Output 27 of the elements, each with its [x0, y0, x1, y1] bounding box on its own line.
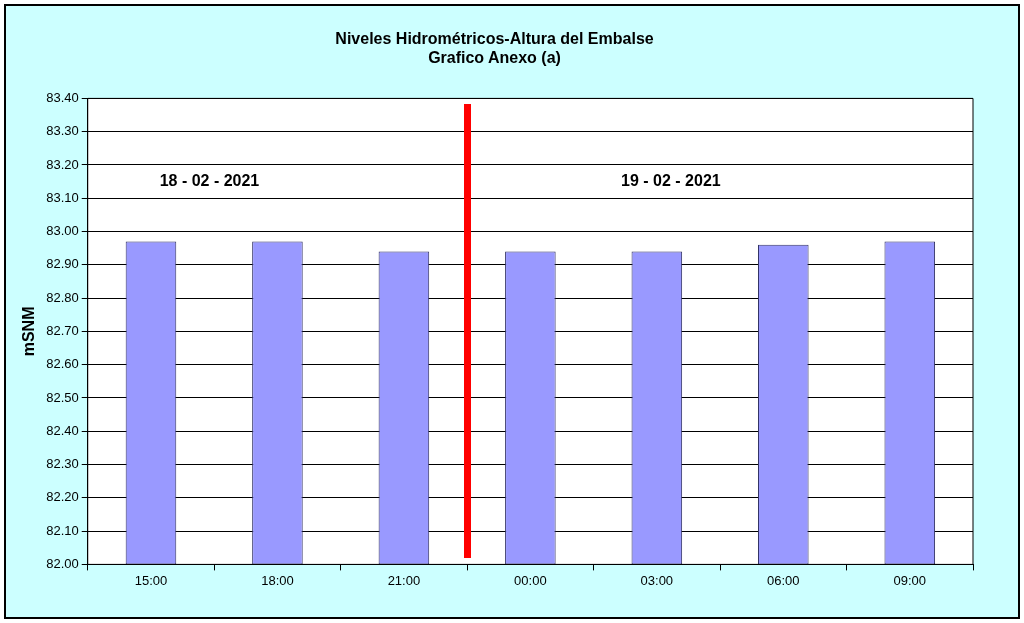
y-tick-label: 83.30	[46, 123, 79, 139]
annotation: 19 - 02 - 2021	[621, 172, 721, 190]
y-tick-label: 82.00	[46, 555, 79, 571]
y-tick-label: 82.50	[46, 389, 79, 405]
y-tick-label: 83.10	[46, 189, 79, 205]
y-tick-label: 82.30	[46, 456, 79, 472]
x-tick-label: 18:00	[261, 572, 294, 588]
y-tick-label: 82.40	[46, 422, 79, 438]
x-tick-label: 00:00	[514, 572, 547, 588]
chart-title: Niveles Hidrométricos-Altura del Embalse	[335, 30, 654, 48]
x-tick-label: 03:00	[640, 572, 674, 588]
x-tick-label: 06:00	[767, 572, 800, 588]
x-tick-label: 15:00	[134, 572, 168, 588]
annotation: 18 - 02 - 2021	[159, 172, 260, 190]
y-tick-label: 82.90	[46, 256, 79, 272]
y-tick-label: 82.10	[46, 522, 79, 538]
chart-subtitle: Grafico Anexo (a)	[428, 49, 561, 67]
x-tick-label: 21:00	[387, 572, 421, 588]
y-tick-label: 82.60	[46, 356, 79, 372]
y-tick-label: 82.20	[46, 489, 79, 505]
y-axis-title: mSNM	[20, 306, 38, 357]
y-tick-label: 83.40	[46, 89, 79, 105]
y-tick-label: 83.20	[46, 156, 79, 172]
x-tick-label: 09:00	[893, 572, 927, 588]
y-tick-label: 82.70	[46, 322, 79, 338]
y-tick-label: 83.00	[46, 223, 79, 239]
y-tick-label: 82.80	[46, 289, 79, 305]
